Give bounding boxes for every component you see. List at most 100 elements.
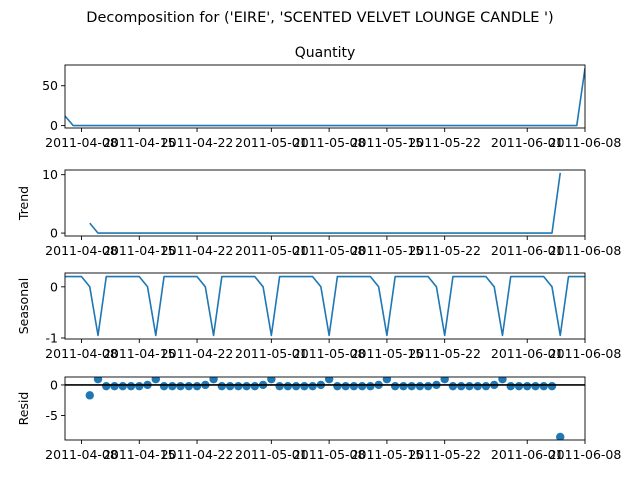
- resid-marker: [382, 377, 392, 384]
- y-tick-label: -1: [46, 330, 58, 345]
- plot-area: [65, 68, 585, 127]
- resid-marker: [225, 381, 235, 391]
- x-tick-label: 2011-04-22: [161, 447, 234, 462]
- x-tick-label: 2011-05-08: [293, 135, 366, 150]
- resid-marker: [118, 381, 127, 391]
- resid-marker: [399, 381, 408, 391]
- x-tick-label: 2011-05-15: [351, 243, 424, 258]
- x-tick-label: 2011-05-08: [293, 447, 366, 462]
- x-tick-label: 2011-06-01: [491, 243, 564, 258]
- x-tick-label: 2011-04-22: [161, 243, 234, 258]
- resid-marker: [415, 381, 425, 391]
- x-tick-label: 2011-04-08: [45, 243, 118, 258]
- axes-frame: [64, 272, 586, 340]
- x-tick-label: 2011-04-08: [45, 135, 118, 150]
- y-axis-label: Trend: [16, 186, 31, 221]
- subplot-panels: Quantity0502011-04-082011-04-152011-04-2…: [16, 45, 621, 462]
- series-line: [89, 172, 562, 234]
- resid-marker: [514, 381, 524, 391]
- resid-marker: [267, 377, 276, 384]
- y-tick-label: 10: [42, 167, 58, 182]
- x-tick-label: 2011-05-01: [235, 243, 308, 258]
- x-tick-label: 2011-05-22: [408, 346, 481, 361]
- resid-marker: [440, 377, 449, 384]
- axes-frame: [64, 169, 586, 237]
- x-tick-label: 2011-04-15: [103, 346, 176, 361]
- resid-marker: [250, 381, 260, 391]
- resid-marker: [465, 381, 474, 391]
- resid-marker: [556, 432, 565, 440]
- axes-frame: [64, 376, 586, 441]
- resid-marker: [93, 377, 103, 384]
- x-tick-label: 2011-06-08: [549, 346, 622, 361]
- resid-marker: [341, 381, 350, 391]
- x-tick-label: 2011-06-08: [549, 135, 622, 150]
- resid-marker: [176, 381, 185, 391]
- x-tick-label: 2011-05-15: [351, 135, 424, 150]
- resid-marker: [539, 381, 548, 391]
- resid-marker: [423, 381, 433, 391]
- resid-marker: [473, 381, 482, 391]
- resid-marker: [407, 381, 416, 391]
- resid-marker: [357, 381, 367, 391]
- resid-marker: [308, 381, 317, 391]
- resid-marker: [102, 381, 111, 391]
- series-line: [65, 68, 585, 127]
- y-tick-label: 0: [50, 279, 58, 294]
- series-line: [65, 275, 585, 337]
- resid-marker: [333, 381, 342, 391]
- x-tick-label: 2011-05-08: [293, 243, 366, 258]
- x-tick-label: 2011-05-15: [351, 346, 424, 361]
- x-tick-label: 2011-06-08: [549, 447, 622, 462]
- plot-area: [85, 377, 565, 440]
- x-tick-label: 2011-06-01: [491, 346, 564, 361]
- subplot-1: Quantity 0 50 2011-04-082011-04-152011-04-2…: [42, 45, 621, 150]
- resid-marker: [192, 381, 202, 391]
- resid-marker: [242, 381, 251, 391]
- plot-area: [89, 172, 562, 234]
- resid-marker: [159, 381, 169, 391]
- y-tick-label: 0: [50, 377, 58, 392]
- x-tick-label: 2011-04-08: [45, 346, 118, 361]
- resid-marker: [234, 381, 243, 391]
- resid-marker: [456, 381, 466, 391]
- resid-marker: [283, 381, 293, 391]
- resid-marker: [126, 381, 136, 391]
- x-tick-label: 2011-04-22: [161, 135, 234, 150]
- y-tick-label: 50: [42, 78, 58, 93]
- resid-marker: [349, 381, 359, 391]
- subplot-title: Quantity: [295, 45, 356, 61]
- plot-area: [65, 275, 585, 337]
- resid-marker: [168, 381, 177, 391]
- resid-marker: [217, 381, 227, 391]
- x-tick-label: 2011-05-01: [235, 135, 308, 150]
- resid-marker: [184, 381, 194, 391]
- x-tick-label: 2011-06-01: [491, 135, 564, 150]
- x-tick-label: 2011-05-08: [293, 346, 366, 361]
- x-tick-label: 2011-04-08: [45, 447, 118, 462]
- resid-marker: [498, 377, 507, 384]
- resid-marker: [85, 391, 94, 400]
- figure-suptitle: Decomposition for ('EIRE', 'SCENTED VELV…: [86, 10, 553, 26]
- resid-marker: [324, 377, 334, 384]
- x-tick-label: 2011-06-08: [549, 243, 622, 258]
- resid-marker: [110, 381, 119, 391]
- y-tick-label: -5: [46, 408, 58, 423]
- x-tick-label: 2011-05-22: [408, 447, 481, 462]
- subplot-3: Seasonal -1 0 2011-04-082011-04-152011-04-2…: [16, 272, 622, 361]
- x-tick-label: 2011-05-22: [408, 243, 481, 258]
- resid-marker: [275, 381, 284, 391]
- axes-frame: [64, 64, 586, 129]
- resid-marker: [151, 377, 160, 384]
- x-tick-label: 2011-04-15: [103, 447, 176, 462]
- x-tick-label: 2011-04-15: [103, 243, 176, 258]
- resid-marker: [448, 381, 458, 391]
- x-tick-label: 2011-05-22: [408, 135, 481, 150]
- x-tick-label: 2011-05-15: [351, 447, 424, 462]
- x-tick-label: 2011-04-15: [103, 135, 176, 150]
- x-tick-label: 2011-04-22: [161, 346, 234, 361]
- resid-marker: [291, 381, 301, 391]
